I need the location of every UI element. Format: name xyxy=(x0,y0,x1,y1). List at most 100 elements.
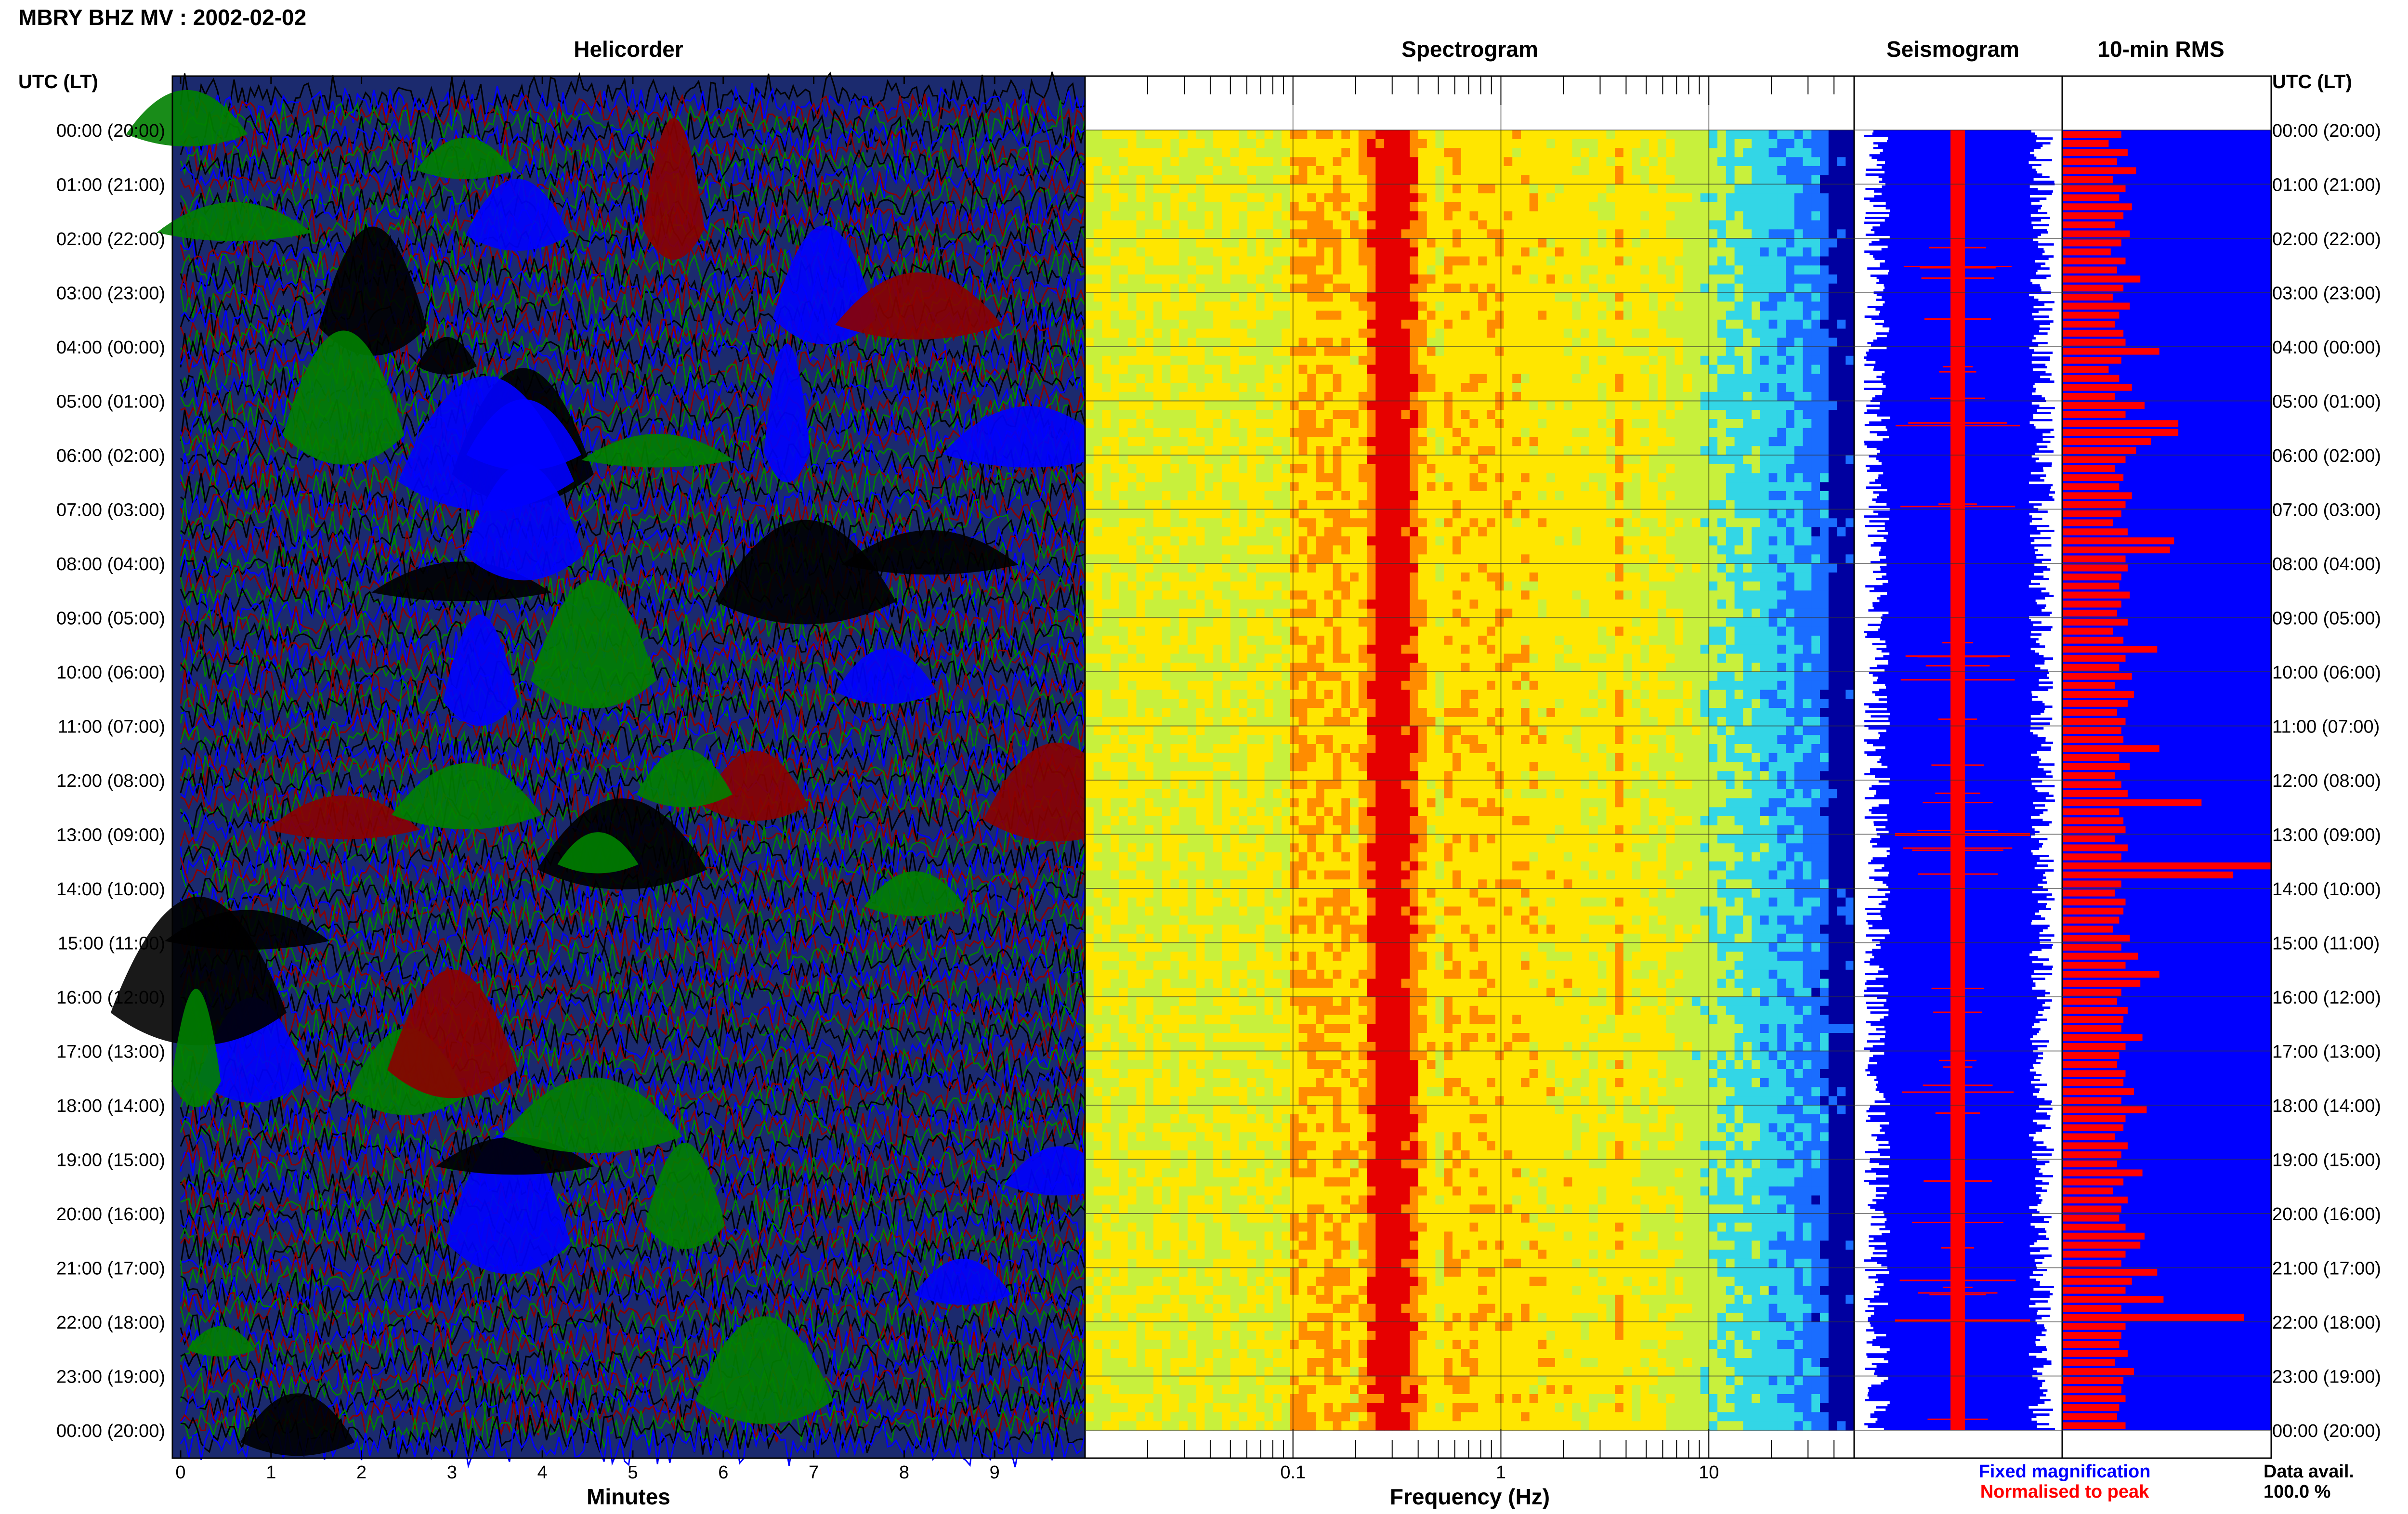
spectrogram-cell xyxy=(1709,536,1717,546)
spectrogram-cell xyxy=(1085,437,1094,446)
spectrogram-cell xyxy=(1623,293,1632,302)
spectrogram-cell xyxy=(1487,301,1495,311)
spectrogram-cell xyxy=(1359,338,1367,347)
spectrogram-cell xyxy=(1743,265,1752,274)
spectrogram-cell xyxy=(1247,582,1256,591)
spectrogram-cell xyxy=(1299,573,1308,582)
spectrogram-cell xyxy=(1085,473,1094,483)
spectrogram-cell xyxy=(1512,221,1521,230)
spectrogram-cell xyxy=(1820,184,1829,194)
spectrogram-cell xyxy=(1324,356,1333,365)
spectrogram-cell xyxy=(1683,166,1692,175)
spectrogram-cell xyxy=(1845,473,1854,483)
spectrogram-cell xyxy=(1735,464,1743,473)
spectrogram-cell xyxy=(1803,284,1812,293)
spectrogram-cell xyxy=(1375,573,1384,582)
spectrogram-cell xyxy=(1239,383,1247,392)
spectrogram-cell xyxy=(1530,374,1538,383)
spectrogram-cell xyxy=(1282,428,1290,437)
spectrogram-cell xyxy=(1436,175,1444,184)
spectrogram-cell xyxy=(1444,221,1453,230)
spectrogram-cell xyxy=(1137,473,1145,483)
spectrogram-cell xyxy=(1094,365,1102,374)
spectrogram-cell xyxy=(1204,166,1213,175)
spectrogram-cell xyxy=(1803,311,1812,320)
spectrogram-cell xyxy=(1145,274,1153,284)
spectrogram-cell xyxy=(1324,175,1333,184)
spectrogram-cell xyxy=(1222,238,1230,248)
spectrogram-cell xyxy=(1256,329,1265,338)
spectrogram-cell xyxy=(1623,148,1632,157)
spectrogram-cell xyxy=(1623,401,1632,410)
spectrogram-cell xyxy=(1726,193,1735,202)
spectrogram-cell xyxy=(1350,518,1359,527)
spectrogram-cell xyxy=(1230,148,1239,157)
spectrogram-cell xyxy=(1410,257,1418,266)
spectrogram-cell xyxy=(1375,383,1384,392)
spectrogram-cell xyxy=(1239,139,1247,148)
spectrogram-cell xyxy=(1170,455,1179,464)
spectrogram-cell xyxy=(1692,374,1701,383)
spectrogram-cell xyxy=(1504,347,1513,356)
spectrogram-cell xyxy=(1820,238,1829,248)
spectrogram-cell xyxy=(1204,130,1213,139)
spectrogram-cell xyxy=(1401,148,1410,157)
spectrogram-cell xyxy=(1410,473,1418,483)
spectrogram-cell xyxy=(1777,401,1786,410)
spectrogram-cell xyxy=(1606,130,1615,139)
spectrogram-cell xyxy=(1538,392,1547,401)
spectrogram-cell xyxy=(1265,166,1273,175)
spectrogram-cell xyxy=(1204,320,1213,329)
spectrogram-cell xyxy=(1726,536,1735,546)
spectrogram-cell xyxy=(1581,193,1589,202)
spectrogram-cell xyxy=(1256,284,1265,293)
spectrogram-cell xyxy=(1307,383,1316,392)
spectrogram-cell xyxy=(1196,582,1205,591)
spectrogram-cell xyxy=(1102,157,1111,166)
spectrogram-cell xyxy=(1606,301,1615,311)
spectrogram-cell xyxy=(1393,546,1401,555)
spectrogram-cell xyxy=(1196,301,1205,311)
spectrogram-cell xyxy=(1555,229,1564,238)
spectrogram-cell xyxy=(1427,527,1436,536)
spectrogram-cell xyxy=(1444,157,1453,166)
spectrogram-cell xyxy=(1196,455,1205,464)
spectrogram-cell xyxy=(1418,284,1427,293)
spectrogram-cell xyxy=(1128,536,1137,546)
spectrogram-cell xyxy=(1282,464,1290,473)
spectrogram-cell xyxy=(1230,365,1239,374)
spectrogram-cell xyxy=(1487,582,1495,591)
spectrogram-cell xyxy=(1683,573,1692,582)
spectrogram-cell xyxy=(1170,347,1179,356)
spectrogram-cell xyxy=(1427,166,1436,175)
spectrogram-cell xyxy=(1350,265,1359,274)
spectrogram-cell xyxy=(1555,374,1564,383)
spectrogram-cell xyxy=(1179,491,1188,500)
spectrogram-cell xyxy=(1640,157,1649,166)
spectrogram-cell xyxy=(1640,320,1649,329)
spectrogram-cell xyxy=(1119,202,1128,211)
spectrogram-cell xyxy=(1478,455,1487,464)
spectrogram-cell xyxy=(1375,238,1384,248)
spectrogram-cell xyxy=(1401,410,1410,419)
spectrogram-cell xyxy=(1393,509,1401,519)
spectrogram-cell xyxy=(1555,563,1564,573)
spectrogram-cell xyxy=(1162,428,1171,437)
spectrogram-cell xyxy=(1530,311,1538,320)
spectrogram-cell xyxy=(1675,293,1683,302)
helicorder-x-tick-label: 4 xyxy=(537,1462,548,1483)
spectrogram-cell xyxy=(1213,482,1222,491)
spectrogram-cell xyxy=(1307,221,1316,230)
spectrogram-cell xyxy=(1247,329,1256,338)
spectrogram-cell xyxy=(1769,401,1778,410)
spectrogram-cell xyxy=(1102,536,1111,546)
spectrogram-cell xyxy=(1256,365,1265,374)
spectrogram-cell xyxy=(1444,265,1453,274)
spectrogram-cell xyxy=(1572,274,1581,284)
spectrogram-cell xyxy=(1658,248,1666,257)
spectrogram-cell xyxy=(1316,464,1324,473)
spectrogram-cell xyxy=(1794,347,1803,356)
spectrogram-cell xyxy=(1735,175,1743,184)
spectrogram-cell xyxy=(1230,193,1239,202)
spectrogram-cell xyxy=(1504,193,1513,202)
